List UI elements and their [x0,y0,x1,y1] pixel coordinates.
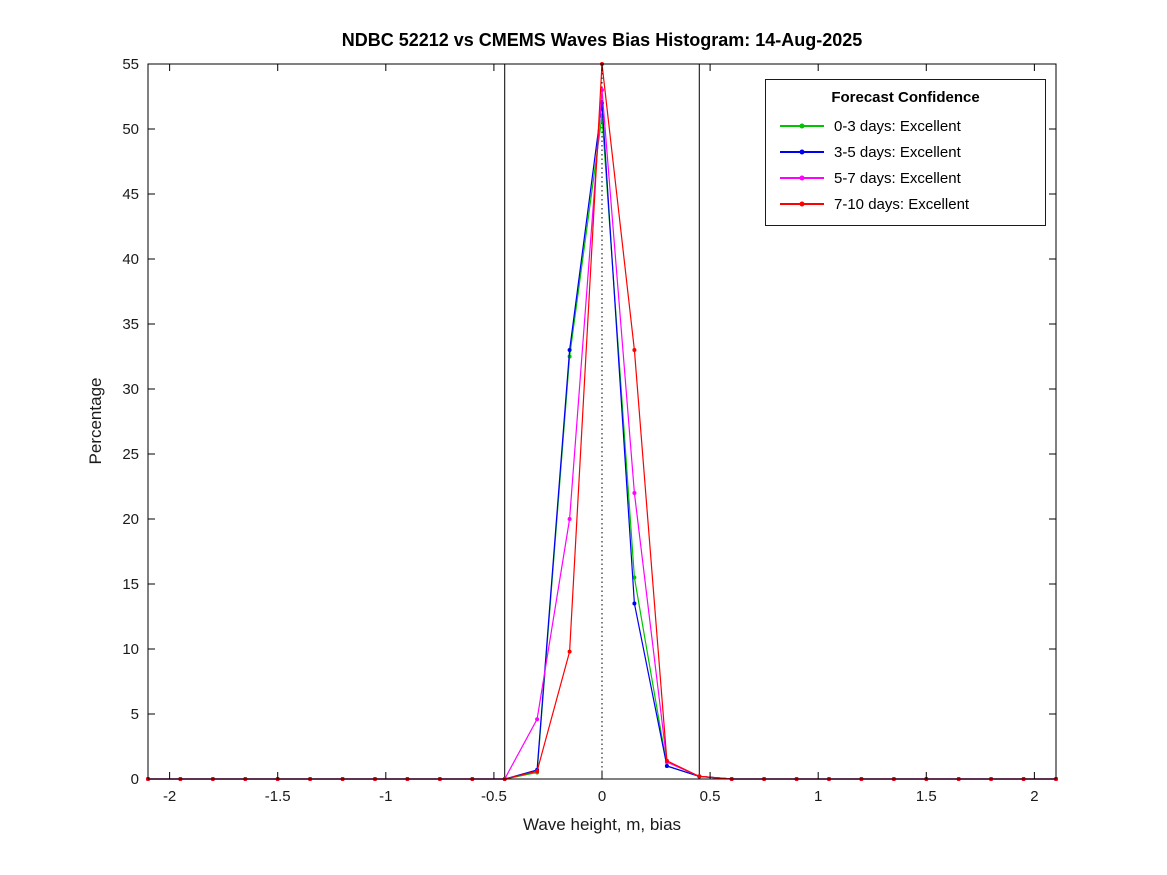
svg-text:25: 25 [122,446,139,463]
svg-text:20: 20 [122,511,139,528]
legend-item-label: 7-10 days: Excellent [834,195,970,213]
svg-text:15: 15 [122,576,139,593]
legend-line-marker [780,123,824,129]
svg-text:2: 2 [1030,788,1038,805]
legend-line-marker [780,201,824,207]
svg-text:35: 35 [122,316,139,333]
svg-text:1.5: 1.5 [916,788,937,805]
legend-item-label: 0-3 days: Excellent [834,117,961,135]
legend-marker-dot [799,123,805,129]
legend-title: Forecast Confidence [831,89,980,106]
svg-text:5: 5 [131,706,139,723]
svg-text:-1.5: -1.5 [265,788,291,805]
legend-items: 0-3 days: Excellent 3-5 days: Excellent 5-… [766,113,1045,217]
svg-text:40: 40 [122,251,139,268]
svg-text:0: 0 [598,788,606,805]
svg-text:55: 55 [122,56,139,73]
chart-title: NDBC 52212 vs CMEMS Waves Bias Histogram… [341,30,863,50]
legend-marker-dot [799,201,805,207]
svg-text:45: 45 [122,186,139,203]
svg-text:0.5: 0.5 [700,788,721,805]
svg-text:-2: -2 [163,788,176,805]
svg-text:10: 10 [122,641,139,658]
legend-item: 0-3 days: Excellent [766,113,1045,139]
svg-text:1: 1 [814,788,822,805]
legend-marker-dot [799,149,805,155]
svg-text:30: 30 [122,381,139,398]
y-axis-label: Percentage [86,377,105,465]
svg-text:-0.5: -0.5 [481,788,507,805]
svg-text:0: 0 [131,771,139,788]
legend: Forecast Confidence 0-3 days: Excellent 3… [765,79,1046,226]
svg-text:50: 50 [122,121,139,138]
svg-text:-1: -1 [379,788,392,805]
legend-item: 7-10 days: Excellent [766,191,1045,217]
legend-item: 3-5 days: Excellent [766,139,1045,165]
legend-line-marker [780,149,824,155]
legend-marker-dot [799,175,805,181]
legend-line-marker [780,175,824,181]
legend-item-label: 5-7 days: Excellent [834,169,961,187]
x-axis-label: Wave height, m, bias [522,815,682,834]
legend-item: 5-7 days: Excellent [766,165,1045,191]
legend-item-label: 3-5 days: Excellent [834,143,961,161]
